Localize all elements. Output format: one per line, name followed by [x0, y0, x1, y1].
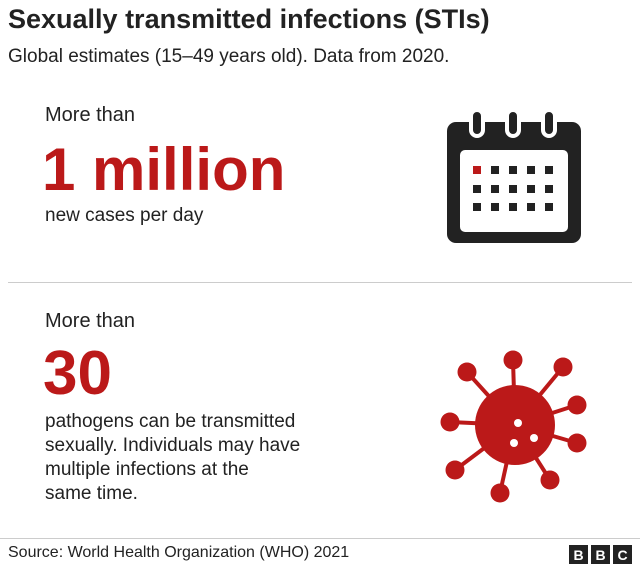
calendar-day: [473, 185, 481, 193]
logo-letter: B: [569, 545, 588, 564]
virus-spike-tip: [567, 395, 587, 415]
virus-icon: [440, 350, 587, 503]
calendar-day: [545, 166, 553, 174]
calendar-day: [473, 166, 481, 174]
footer-divider: [0, 538, 640, 539]
calendar-day: [473, 203, 481, 211]
stat1-value: 1 million: [42, 136, 286, 203]
logo-letter: B: [591, 545, 610, 564]
virus-spike-tip: [457, 362, 477, 382]
calendar-day: [509, 166, 517, 174]
calendar-day: [509, 185, 517, 193]
stat2-value: 30: [43, 339, 112, 408]
calendar-day: [491, 185, 499, 193]
calendar-day: [545, 203, 553, 211]
virus-spike-tip: [440, 412, 460, 432]
virus-spot: [514, 419, 522, 427]
virus-spike-tip: [540, 470, 560, 490]
bbc-logo: B B C: [569, 545, 632, 564]
virus-spot: [510, 439, 518, 447]
desc-line: same time.: [45, 483, 138, 504]
stat2-lead: More than: [45, 310, 136, 332]
virus-spike-tip: [490, 483, 510, 503]
virus-spike-tip: [503, 350, 523, 370]
source-note: Source: World Health Organization (WHO) …: [8, 544, 350, 561]
calendar-day: [509, 203, 517, 211]
divider: [8, 282, 632, 283]
virus-spot: [530, 434, 538, 442]
stat2-description: pathogens can be transmitted sexually. I…: [45, 410, 300, 506]
calendar-day: [527, 185, 535, 193]
calendar-day: [527, 203, 535, 211]
desc-line: multiple infections at the: [45, 459, 249, 480]
calendar-day: [527, 166, 535, 174]
calendar-icon: [447, 108, 581, 243]
virus-spike-tip: [553, 357, 573, 377]
virus-spike-tip: [567, 433, 587, 453]
calendar-day: [491, 166, 499, 174]
subtitle: Global estimates (15–49 years old). Data…: [8, 46, 450, 67]
stat1-description: new cases per day: [45, 205, 204, 226]
logo-letter: C: [613, 545, 632, 564]
desc-line: sexually. Individuals may have: [45, 435, 301, 456]
stat1-lead: More than: [45, 104, 136, 126]
desc-line: pathogens can be transmitted: [45, 411, 296, 432]
calendar-day: [545, 185, 553, 193]
calendar-day: [491, 203, 499, 211]
page-title: Sexually transmitted infections (STIs): [8, 4, 490, 34]
virus-spike-tip: [445, 460, 465, 480]
